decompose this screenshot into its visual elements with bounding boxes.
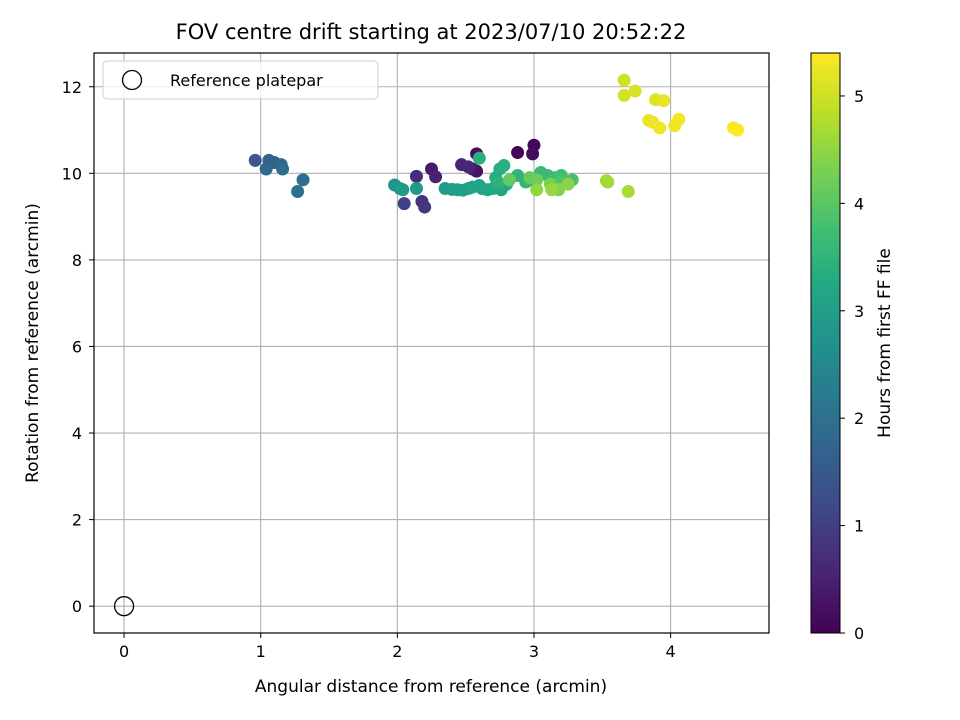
y-tick-label: 8 <box>72 251 82 270</box>
x-tick-label: 2 <box>392 642 402 661</box>
colorbar-tick-label: 3 <box>854 302 864 321</box>
data-point <box>409 181 423 195</box>
y-tick-label: 6 <box>72 337 82 356</box>
colorbar-tick-label: 4 <box>854 194 864 213</box>
legend-box <box>102 60 379 100</box>
colorbar-tick-label: 0 <box>854 624 864 643</box>
data-point <box>397 197 411 211</box>
data-point <box>599 174 613 188</box>
data-point <box>276 162 290 176</box>
colorbar-tick-label: 1 <box>854 517 864 536</box>
data-point <box>617 88 631 102</box>
data-point <box>418 200 432 214</box>
chart-title: FOV centre drift starting at 2023/07/10 … <box>176 20 687 44</box>
x-tick-label: 3 <box>529 642 539 661</box>
plot-frame <box>93 52 770 634</box>
y-tick-label: 4 <box>72 424 82 443</box>
colorbar-label: Hours from first FF file <box>875 248 895 438</box>
data-point <box>497 159 511 173</box>
data-point <box>657 94 671 108</box>
y-tick-label: 12 <box>62 78 82 97</box>
data-point <box>530 173 544 187</box>
colorbar-tick-label: 5 <box>854 87 864 106</box>
y-tick-label: 0 <box>72 597 82 616</box>
data-point <box>396 183 410 197</box>
data-point <box>617 73 631 87</box>
colorbar-tick-label: 2 <box>854 409 864 428</box>
data-point <box>461 160 475 174</box>
legend-marker <box>121 69 143 91</box>
colorbar-frame <box>810 52 841 634</box>
legend: Reference platepar <box>102 60 379 100</box>
data-point <box>409 169 423 183</box>
data-point <box>296 173 310 187</box>
colorbar-gradient <box>811 53 840 633</box>
data-point <box>502 173 516 187</box>
x-tick-label: 0 <box>119 642 129 661</box>
y-tick-label: 10 <box>62 164 82 183</box>
data-point <box>259 162 273 176</box>
data-point <box>561 177 575 191</box>
x-tick-label: 1 <box>256 642 266 661</box>
data-point <box>291 185 305 199</box>
x-axis-label: Angular distance from reference (arcmin) <box>255 677 607 697</box>
data-point <box>248 153 262 167</box>
data-point <box>526 147 540 161</box>
y-tick-label: 2 <box>72 511 82 530</box>
data-points <box>113 73 745 617</box>
data-point <box>472 151 486 165</box>
data-point <box>621 185 635 199</box>
data-point <box>545 183 559 197</box>
y-axis-label: Rotation from reference (arcmin) <box>23 203 43 483</box>
data-point <box>491 176 505 190</box>
data-point <box>429 170 443 184</box>
x-tick-label: 4 <box>666 642 676 661</box>
data-point <box>628 84 642 98</box>
data-point <box>530 183 544 197</box>
reference-platepar-marker <box>113 596 135 617</box>
data-point <box>511 146 525 160</box>
data-point <box>672 112 686 126</box>
legend-entry: Reference platepar <box>170 71 323 90</box>
colorbar-ticks: 0 1 2 3 4 5 <box>840 87 864 643</box>
data-point <box>731 123 745 137</box>
data-point <box>653 121 667 135</box>
